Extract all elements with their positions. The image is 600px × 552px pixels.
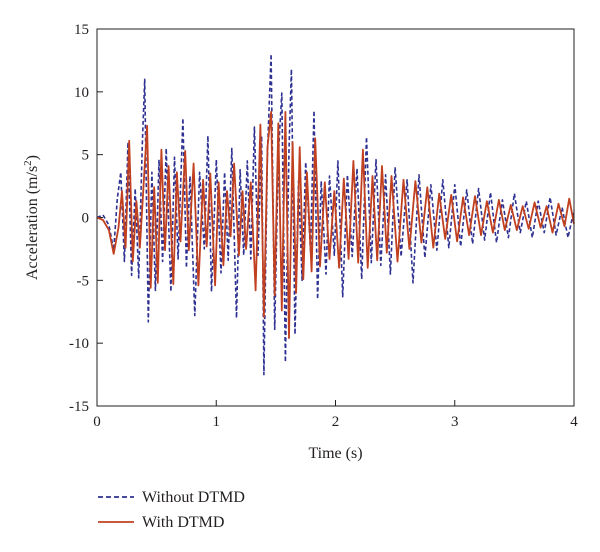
- legend-label-with-dtmd: With DTMD: [142, 514, 224, 531]
- x-tick-label: 1: [213, 414, 221, 430]
- x-axis-label: Time (s): [308, 445, 362, 462]
- series-line-with-dtmd: [96, 111, 575, 339]
- x-tick-label: 4: [570, 414, 578, 430]
- x-tick-label: 2: [332, 414, 340, 430]
- legend-item-without-dtmd: Without DTMD: [98, 489, 245, 506]
- x-tick-label: 0: [93, 414, 101, 430]
- plot-frame: [96, 28, 575, 407]
- y-tick-label: 0: [82, 211, 90, 227]
- y-tick-label: -15: [69, 399, 89, 415]
- axis-ticks: 0 1 2 3 4 15 10 5 0 -5 -10 -15: [69, 22, 578, 430]
- y-tick-label: 15: [74, 22, 89, 38]
- y-tick-label: 5: [82, 148, 90, 164]
- legend-label-without-dtmd: Without DTMD: [142, 489, 245, 506]
- y-axis-label: Acceleration (m/s2): [22, 155, 41, 280]
- legend-item-with-dtmd: With DTMD: [98, 514, 224, 531]
- y-tick-label: -5: [77, 273, 90, 289]
- y-tick-label: -10: [69, 336, 89, 352]
- y-tick-label: 10: [74, 85, 89, 101]
- series-layer: [96, 53, 575, 376]
- x-tick-label: 3: [451, 414, 459, 430]
- legend: Without DTMD With DTMD: [98, 489, 245, 531]
